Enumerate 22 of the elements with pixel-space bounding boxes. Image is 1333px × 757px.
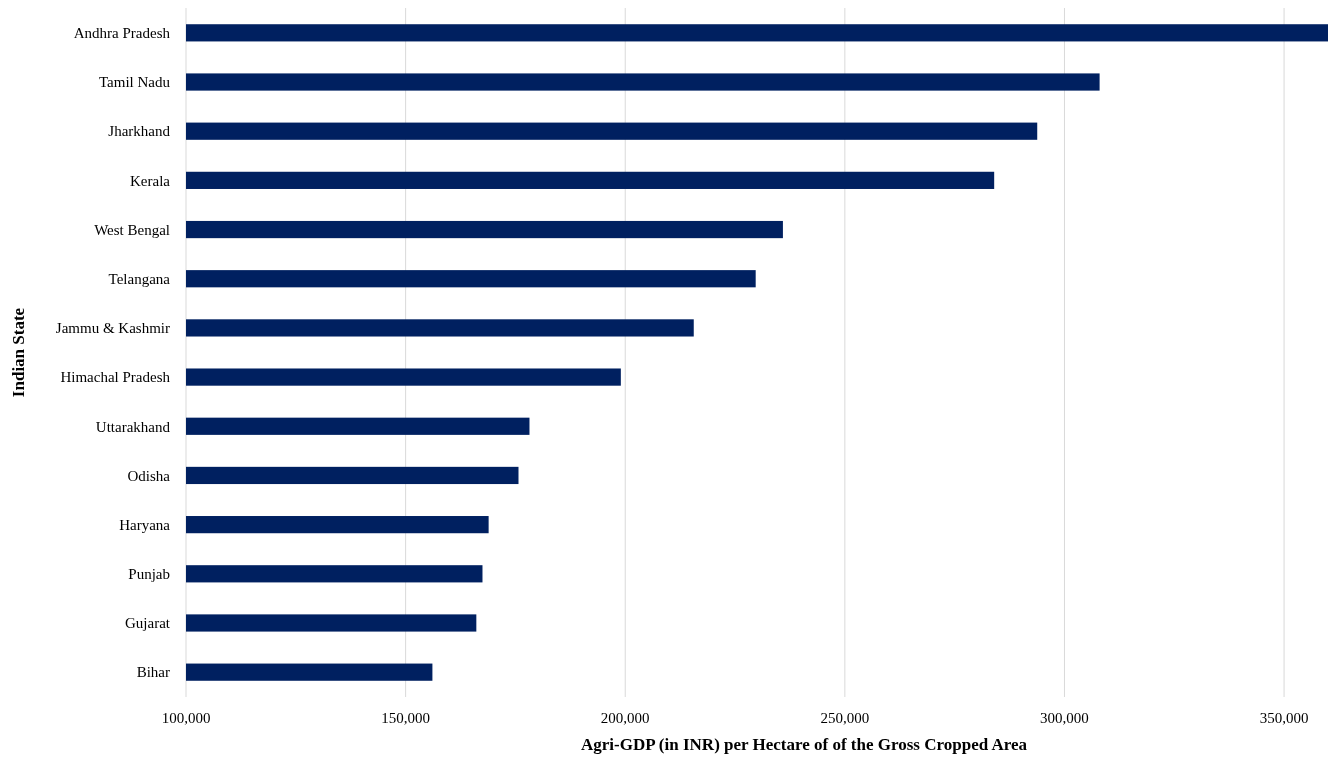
x-tick-label: 350,000 — [1259, 710, 1309, 726]
y-tick-label: Haryana — [119, 516, 171, 533]
y-tick-label: Tamil Nadu — [98, 74, 171, 91]
y-tick-label: Uttarakhand — [95, 418, 171, 435]
y-tick-label: Jammu & Kashmir — [55, 320, 170, 337]
x-tick-label: 250,000 — [820, 710, 870, 726]
x-tick-label: 200,000 — [600, 710, 650, 726]
y-axis-title: Indian State — [9, 307, 28, 398]
x-tick-label: 300,000 — [1040, 710, 1089, 726]
y-tick-label: Odisha — [127, 467, 171, 484]
y-tick-label: Telangana — [108, 270, 171, 287]
y-tick-label: Gujarat — [125, 615, 171, 632]
y-tick-label: Kerala — [130, 172, 171, 189]
y-tick-label: Bihar — [136, 664, 170, 681]
y-tick-label: Himachal Pradesh — [60, 369, 171, 386]
y-tick-label: Jharkhand — [108, 123, 171, 140]
x-tick-label: 100,000 — [161, 710, 211, 726]
y-tick-label: West Bengal — [94, 221, 170, 238]
y-tick-label: Andhra Pradesh — [73, 25, 171, 42]
x-axis-title: Agri-GDP (in INR) per Hectare of of the Gross Cropped Area — [580, 735, 1028, 754]
x-tick-label: 150,000 — [381, 710, 430, 726]
y-tick-label: Punjab — [128, 566, 170, 583]
